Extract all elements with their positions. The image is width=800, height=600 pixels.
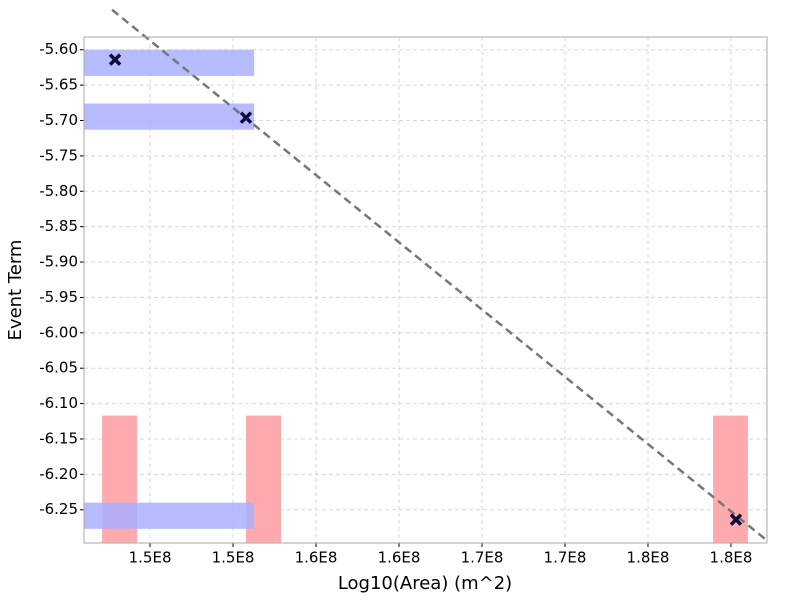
x-tick-label: 1.5E8 — [212, 549, 255, 567]
x-tick-label: 1.7E8 — [461, 549, 504, 567]
y-axis-label: Event Term — [5, 240, 26, 341]
plot-area — [84, 49, 748, 543]
y-tick-label: -5.65 — [39, 76, 78, 94]
x-tick-label: 1.8E8 — [710, 549, 753, 567]
y-tick-label: -5.85 — [39, 217, 78, 235]
point — [729, 513, 743, 526]
y-tick-label: -5.75 — [39, 146, 78, 164]
point — [239, 111, 253, 124]
y-band — [84, 502, 255, 529]
y-tick-label: -5.80 — [39, 182, 78, 200]
x-tick-label: 1.7E8 — [544, 549, 587, 567]
y-tick-label: -6.25 — [39, 500, 78, 518]
y-tick-label: -6.05 — [39, 359, 78, 377]
trend-line — [111, 8, 768, 542]
x-axis-label: Log10(Area) (m^2) — [338, 573, 512, 594]
y-tick-label: -6.00 — [39, 323, 78, 341]
y-tick-label: -5.70 — [39, 111, 78, 129]
y-tick-label: -6.15 — [39, 429, 78, 447]
x-tick-label: 1.6E8 — [295, 549, 338, 567]
x-tick-label: 1.5E8 — [129, 549, 172, 567]
y-tick-label: -5.90 — [39, 253, 78, 271]
plot-frame — [83, 36, 768, 544]
y-tick-label: -5.95 — [39, 288, 78, 306]
x-tick-label: 1.8E8 — [627, 549, 670, 567]
y-band — [84, 103, 255, 130]
x-tick-label: 1.6E8 — [378, 549, 421, 567]
y-tick-label: -6.20 — [39, 465, 78, 483]
point — [108, 53, 122, 66]
y-tick-label: -5.60 — [39, 40, 78, 58]
y-tick-label: -6.10 — [39, 394, 78, 412]
